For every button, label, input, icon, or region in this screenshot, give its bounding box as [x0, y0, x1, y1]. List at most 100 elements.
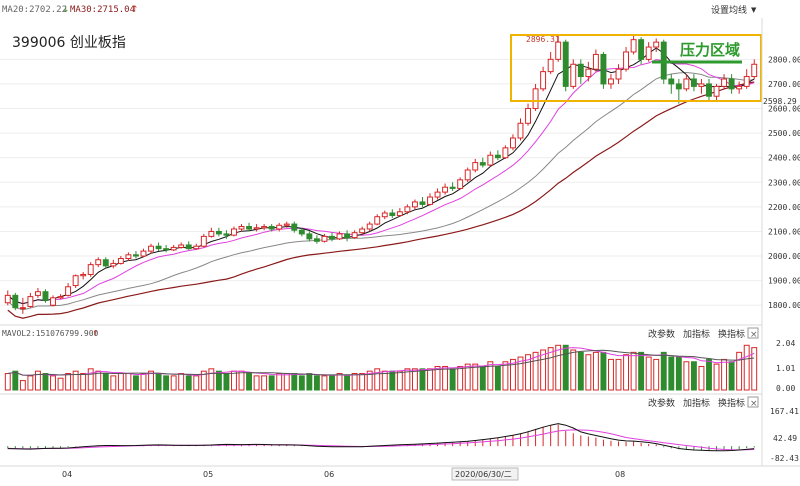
volume-add-indicator-button[interactable]: 加指标	[683, 328, 710, 340]
volume-ma5-line	[7, 347, 755, 376]
volume-bar	[608, 358, 614, 391]
candle-body	[517, 122, 524, 139]
candle-body	[102, 259, 109, 267]
volume-bar	[743, 344, 750, 391]
macd-close-box[interactable]	[747, 396, 759, 408]
volume-bar	[72, 370, 79, 391]
candle-body	[502, 147, 509, 159]
volume-bar	[117, 373, 124, 391]
volume-bar	[374, 368, 381, 391]
volume-bar	[208, 368, 215, 391]
volume-bar	[215, 370, 222, 391]
candle-body	[178, 244, 185, 248]
settings-ma-button[interactable]: 设置均线	[711, 4, 747, 16]
candle-body	[95, 259, 102, 266]
volume-bar	[562, 344, 569, 391]
volume-close-icon[interactable]: ×	[750, 330, 758, 340]
candle-body	[638, 39, 645, 60]
candle-body	[690, 78, 697, 87]
candle-body	[442, 186, 449, 193]
candle-body	[12, 294, 19, 309]
candle-body	[344, 233, 351, 239]
candle-body	[645, 46, 652, 60]
volume-bar	[623, 354, 630, 391]
volume-bar	[306, 373, 313, 391]
volume-bar	[125, 373, 132, 391]
candle-body	[532, 88, 539, 110]
volume-bar	[321, 375, 328, 391]
candle-body	[434, 191, 441, 198]
x-tick-04: 04	[62, 470, 72, 479]
candle-body	[57, 296, 64, 299]
candle-body	[170, 246, 177, 251]
settings-dropdown-icon[interactable]: ▼	[751, 6, 757, 14]
volume-bar	[502, 361, 509, 391]
volume-bar	[65, 373, 72, 391]
macd-edit-params-button[interactable]: 改参数	[648, 397, 675, 409]
candle-body	[457, 179, 464, 189]
volume-bar	[653, 358, 660, 391]
candle-body	[570, 63, 577, 87]
candle-body	[231, 228, 237, 236]
volume-bar	[442, 365, 449, 391]
ma20-readout: MA20:2702.22	[2, 5, 67, 15]
candle-body	[683, 78, 690, 90]
candle-body	[562, 41, 569, 87]
pressure-zone-label: 压力区域	[680, 41, 740, 59]
candle-body	[472, 162, 479, 171]
candle-body	[675, 83, 682, 90]
volume-bar	[517, 356, 524, 391]
volume-bar	[80, 373, 87, 391]
candle-body	[547, 58, 554, 73]
volume-bar	[457, 365, 464, 391]
volume-bar	[721, 358, 728, 391]
price-candles	[4, 34, 758, 314]
volume-bar	[494, 365, 501, 391]
volume-bar	[132, 375, 139, 391]
macd-dea-line	[7, 429, 755, 451]
volume-bar	[313, 375, 320, 391]
candle-body	[494, 154, 501, 159]
ma10-line	[7, 59, 755, 305]
volume-bar	[12, 370, 19, 391]
candle-body	[577, 63, 584, 78]
volume-bar	[487, 361, 494, 391]
moving-average-lines	[7, 47, 755, 319]
candle-body	[200, 235, 207, 247]
candle-body	[736, 85, 743, 90]
volume-change-indicator-button[interactable]: 换指标	[718, 328, 745, 340]
candle-body	[110, 262, 117, 267]
volume-bar	[555, 344, 562, 391]
volume-bar	[660, 351, 667, 391]
candle-body	[351, 232, 358, 239]
candle-body	[215, 230, 222, 235]
candle-body	[381, 212, 388, 218]
candle-body	[117, 257, 124, 264]
price-tick-label: 2600.00	[768, 105, 800, 114]
volume-bar	[148, 370, 154, 391]
volume-close-box[interactable]	[747, 327, 759, 339]
candle-body	[615, 68, 622, 80]
candle-body	[42, 291, 49, 301]
volume-bar	[34, 370, 41, 391]
volume-bar	[525, 354, 531, 391]
macd-add-indicator-button[interactable]: 加指标	[683, 397, 710, 409]
candle-body	[132, 254, 139, 257]
x-crosshair-date: 2020/06/30/二	[455, 470, 512, 479]
candle-body	[321, 235, 328, 242]
volume-bar	[276, 373, 283, 391]
price-tick-label: 2300.00	[768, 178, 800, 187]
volume-bar	[351, 373, 358, 391]
volume-edit-params-button[interactable]: 改参数	[648, 328, 675, 340]
volume-bar	[261, 375, 268, 391]
price-tick-label: 1900.00	[768, 277, 800, 286]
volume-bar	[283, 373, 290, 391]
price-tick-label: 2000.00	[768, 252, 800, 261]
macd-change-indicator-button[interactable]: 换指标	[718, 397, 745, 409]
candle-body	[261, 226, 268, 229]
volume-bar	[42, 373, 49, 391]
candle-body	[306, 233, 313, 240]
volume-tick-top: 2.04	[776, 339, 795, 348]
macd-close-icon[interactable]: ×	[750, 399, 758, 409]
volume-bar	[585, 354, 592, 391]
